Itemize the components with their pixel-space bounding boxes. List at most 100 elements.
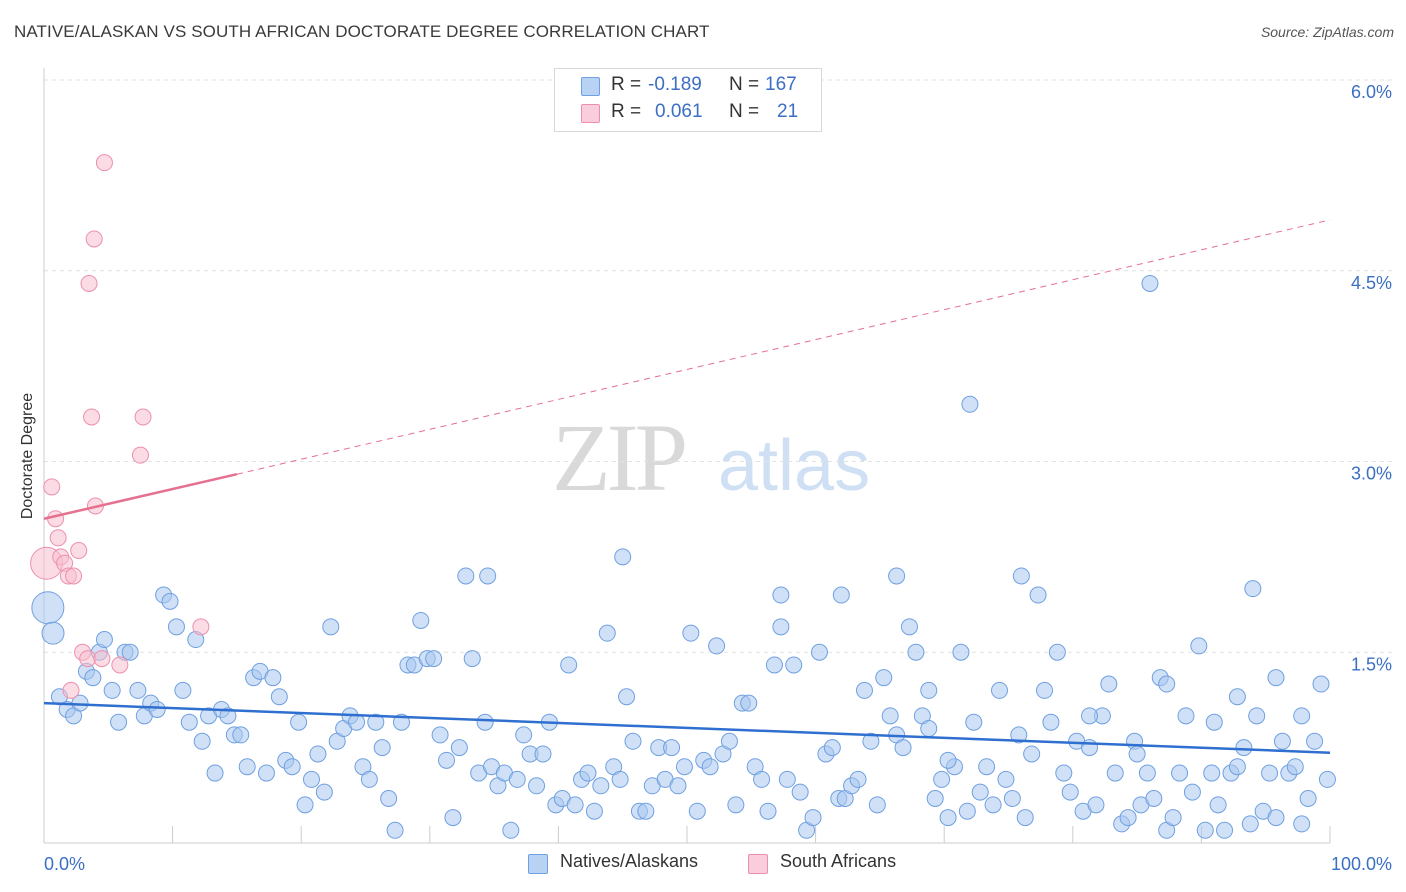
- native-point: [257, 764, 275, 782]
- native-point: [1003, 789, 1021, 807]
- y-tick-label: 1.5%: [1351, 654, 1392, 674]
- south-african-point: [134, 408, 152, 426]
- legend-r-label: R =: [611, 74, 642, 95]
- native-point: [264, 669, 282, 687]
- legend-r-label: R =: [611, 101, 642, 122]
- native-point: [41, 621, 65, 645]
- watermark-atlas: atlas: [718, 426, 870, 506]
- native-point: [740, 694, 758, 712]
- south-african-point: [43, 478, 61, 496]
- series-swatch-pink: [748, 854, 768, 874]
- south-african-point: [111, 656, 129, 674]
- native-point: [1029, 586, 1047, 604]
- native-point: [1128, 745, 1146, 763]
- south-african-point: [70, 542, 88, 560]
- native-point: [412, 611, 430, 629]
- native-point: [1042, 713, 1060, 731]
- native-point: [765, 656, 783, 674]
- native-point: [926, 789, 944, 807]
- native-point: [219, 707, 237, 725]
- native-point: [598, 624, 616, 642]
- native-point: [1061, 783, 1079, 801]
- native-point: [270, 688, 288, 706]
- native-point: [823, 739, 841, 757]
- y-tick-label: 3.0%: [1351, 464, 1392, 484]
- native-point: [1241, 815, 1259, 833]
- native-point: [881, 707, 899, 725]
- native-point: [1106, 764, 1124, 782]
- native-point: [832, 586, 850, 604]
- native-point: [1318, 770, 1336, 788]
- native-point: [663, 739, 681, 757]
- native-point: [778, 770, 796, 788]
- native-point: [961, 395, 979, 413]
- native-point: [444, 809, 462, 827]
- native-point: [1248, 707, 1266, 725]
- series-swatch-blue: [528, 854, 548, 874]
- native-point: [1293, 815, 1311, 833]
- native-point: [720, 732, 738, 750]
- native-point: [939, 751, 957, 769]
- native-point: [1203, 764, 1221, 782]
- native-point: [508, 770, 526, 788]
- south-african-point: [80, 274, 98, 292]
- native-point: [688, 802, 706, 820]
- native-point: [1141, 274, 1159, 292]
- native-point: [103, 681, 121, 699]
- native-point: [1138, 764, 1156, 782]
- native-point: [1036, 681, 1054, 699]
- watermark-zip: ZIP: [552, 404, 685, 511]
- native-point: [727, 796, 745, 814]
- native-point: [174, 681, 192, 699]
- native-point: [785, 656, 803, 674]
- native-point: [920, 681, 938, 699]
- native-point: [791, 783, 809, 801]
- native-point: [1081, 707, 1099, 725]
- native-point: [360, 770, 378, 788]
- native-point: [701, 758, 719, 776]
- native-point: [367, 713, 385, 731]
- native-point: [1286, 758, 1304, 776]
- native-point: [438, 751, 456, 769]
- legend-n-label: N =: [729, 74, 760, 95]
- legend-n-label: N =: [729, 101, 760, 122]
- x-tick-label: 100.0%: [1331, 854, 1392, 874]
- native-point: [772, 586, 790, 604]
- native-point: [862, 732, 880, 750]
- series-label-natives: Natives/Alaskans: [560, 851, 699, 871]
- native-point: [121, 643, 139, 661]
- south-africans-trend-extension: [236, 219, 1331, 475]
- native-point: [476, 713, 494, 731]
- native-point: [868, 796, 886, 814]
- native-point: [708, 637, 726, 655]
- native-point: [614, 548, 632, 566]
- native-point: [502, 821, 520, 839]
- south-african-point: [65, 567, 83, 585]
- native-point: [579, 764, 597, 782]
- native-point: [1273, 732, 1291, 750]
- native-point: [431, 726, 449, 744]
- native-point: [1306, 732, 1324, 750]
- native-point: [95, 631, 113, 649]
- native-point: [1312, 675, 1330, 693]
- native-point: [322, 618, 340, 636]
- native-point: [592, 777, 610, 795]
- native-point: [618, 688, 636, 706]
- legend-row-natives: R = -0.189 N = 167: [555, 74, 821, 100]
- native-point: [1119, 809, 1137, 827]
- native-point: [958, 802, 976, 820]
- native-point: [759, 802, 777, 820]
- native-point: [1190, 637, 1208, 655]
- native-point: [161, 592, 179, 610]
- native-point: [1171, 764, 1189, 782]
- x-tick-label: 0.0%: [44, 854, 85, 874]
- native-point: [315, 783, 333, 801]
- native-point: [180, 713, 198, 731]
- series-legend: Natives/Alaskans South Africans: [0, 851, 1406, 879]
- y-tick-label: 4.5%: [1351, 273, 1392, 293]
- native-point: [84, 669, 102, 687]
- native-point: [1087, 796, 1105, 814]
- source-label: Source: ZipAtlas.com: [1260, 24, 1394, 40]
- native-point: [1048, 643, 1066, 661]
- series-label-south-africans: South Africans: [780, 851, 897, 871]
